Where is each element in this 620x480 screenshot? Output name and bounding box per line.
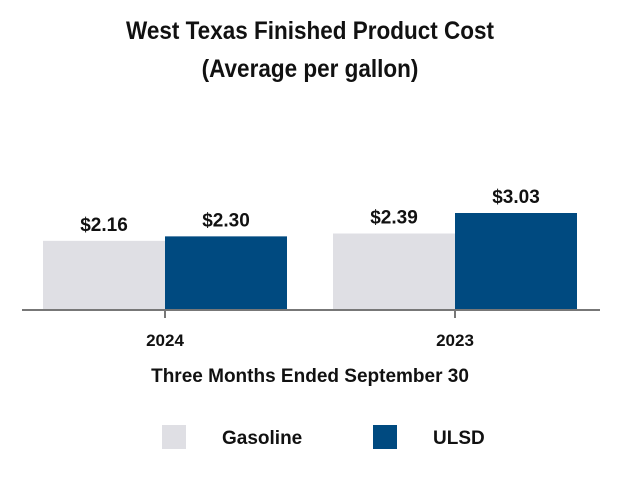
chart-subtitle: (Average per gallon) — [201, 55, 419, 83]
x-tick-label-2023: 2023 — [436, 331, 474, 350]
legend-swatch-gasoline — [162, 425, 186, 449]
data-label-ulsd-2023: $3.03 — [492, 187, 540, 208]
bar-ulsd-2023 — [455, 213, 577, 310]
x-axis-title: Three Months Ended September 30 — [151, 366, 469, 387]
bar-ulsd-2024 — [165, 236, 287, 310]
chart-title: West Texas Finished Product Cost — [126, 17, 494, 45]
legend-swatch-ulsd — [373, 425, 397, 449]
data-label-ulsd-2024: $2.30 — [202, 210, 250, 231]
bar-gasoline-2023 — [333, 233, 455, 310]
legend-label-ulsd: ULSD — [433, 428, 485, 449]
data-label-gasoline-2023: $2.39 — [370, 207, 418, 228]
x-tick-label-2024: 2024 — [146, 331, 184, 350]
data-label-gasoline-2024: $2.16 — [80, 215, 128, 236]
legend-label-gasoline: Gasoline — [222, 428, 302, 449]
bar-gasoline-2024 — [43, 240, 165, 310]
